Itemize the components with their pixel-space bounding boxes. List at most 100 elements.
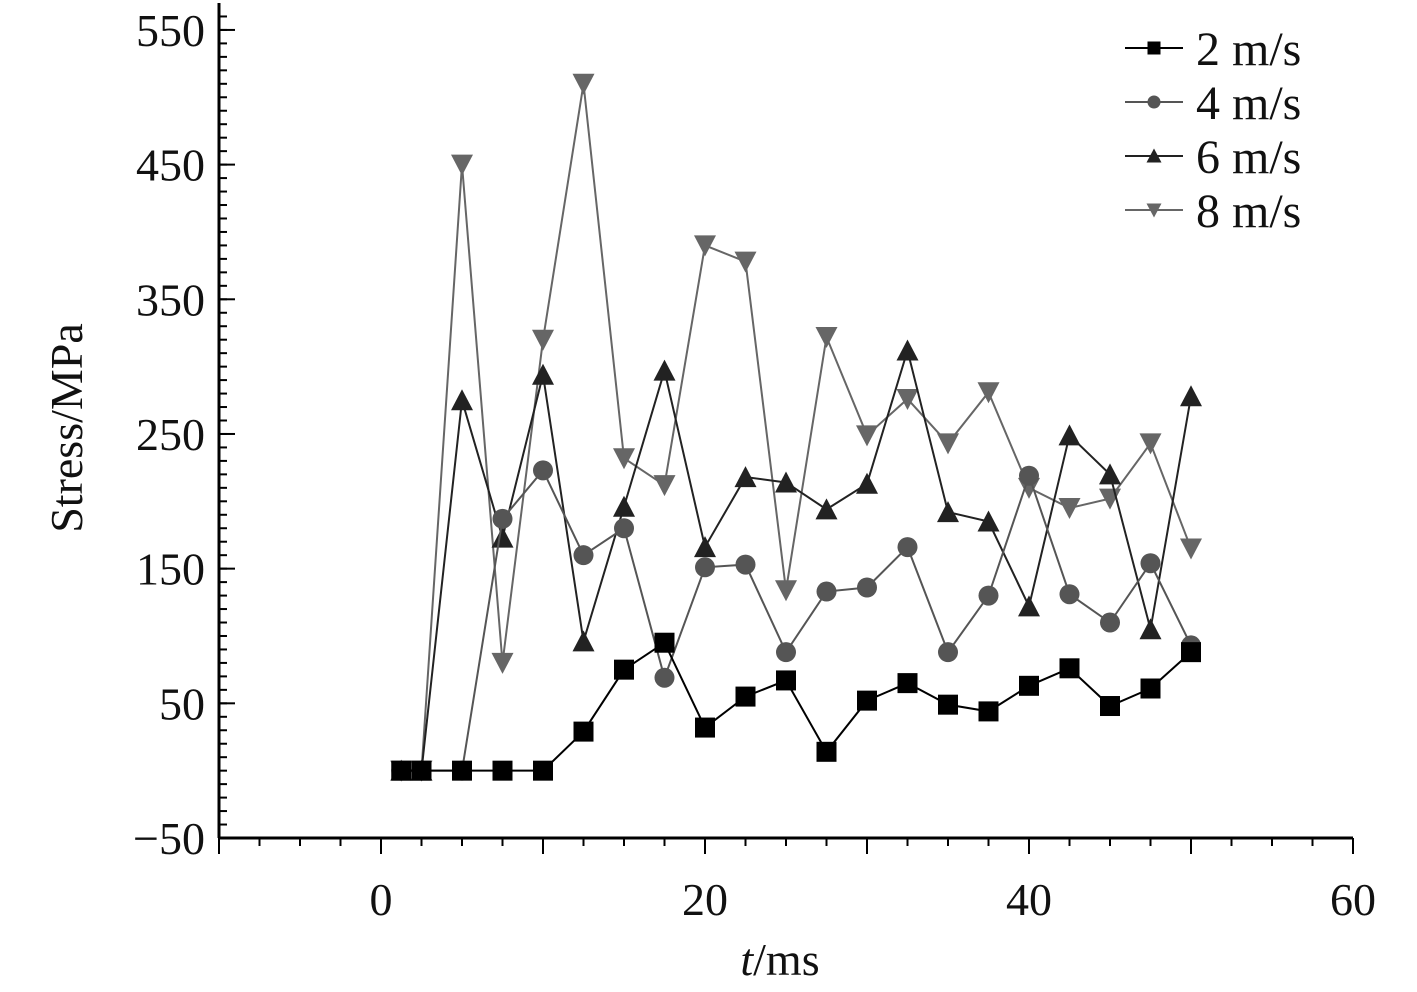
legend-label: 4 m/s	[1196, 77, 1301, 130]
data-point	[856, 425, 878, 447]
series-line	[401, 468, 1192, 772]
data-point	[613, 448, 635, 470]
x-axis-title-italic: t	[740, 934, 754, 985]
legend-item: 2 m/s	[1125, 23, 1301, 76]
y-tick-label: −50	[133, 813, 205, 864]
data-point	[735, 554, 756, 575]
data-point	[775, 471, 797, 493]
data-point	[694, 536, 716, 558]
data-point	[1059, 584, 1080, 605]
data-point	[857, 577, 877, 598]
y-tick-label: 350	[136, 274, 205, 325]
series-line	[401, 346, 1192, 772]
ticks-layer: −50 50 150 250 350 450 550 0 20 40 60	[133, 5, 1376, 925]
data-point	[897, 537, 918, 558]
data-point	[491, 652, 514, 674]
data-point	[1058, 424, 1081, 446]
data-point	[978, 701, 999, 722]
data-point	[1058, 498, 1081, 520]
data-point	[572, 630, 595, 652]
data-point	[654, 667, 675, 688]
data-point	[573, 545, 594, 566]
data-point	[451, 389, 473, 411]
data-point	[938, 642, 958, 663]
legend-marker	[1147, 95, 1161, 109]
data-point	[654, 632, 675, 653]
series-layer	[390, 73, 1202, 782]
data-point	[734, 466, 757, 488]
legend-label: 6 m/s	[1196, 131, 1301, 184]
data-point	[695, 557, 715, 578]
data-point	[614, 518, 634, 539]
series-4ms	[391, 460, 1201, 781]
data-point	[977, 382, 1000, 404]
data-point	[492, 508, 513, 529]
data-point	[977, 510, 1000, 532]
data-point	[937, 501, 959, 523]
data-point	[857, 690, 877, 711]
data-point	[1019, 675, 1039, 696]
data-point	[533, 460, 553, 481]
data-point	[411, 760, 432, 781]
data-point	[1018, 595, 1040, 617]
data-point	[1180, 385, 1202, 407]
x-tick-label: 20	[682, 874, 728, 925]
data-point	[816, 581, 837, 602]
data-point	[776, 642, 796, 663]
data-point	[816, 741, 837, 762]
legend: 2 m/s4 m/s6 m/s8 m/s	[1125, 23, 1301, 238]
data-point	[815, 498, 838, 520]
legend-label: 8 m/s	[1196, 185, 1301, 238]
series-8ms	[390, 73, 1202, 782]
data-point	[1140, 553, 1161, 574]
data-point	[1099, 463, 1121, 485]
data-point	[735, 686, 756, 707]
legend-item: 6 m/s	[1125, 131, 1301, 184]
legend-marker	[1146, 203, 1162, 218]
data-point	[856, 472, 878, 494]
data-point	[815, 327, 838, 348]
data-point	[1100, 696, 1120, 717]
x-tick-label: 0	[370, 874, 393, 925]
y-tick-label: 450	[136, 140, 205, 191]
y-tick-label: 250	[136, 409, 205, 460]
data-point	[938, 694, 958, 715]
data-point	[653, 359, 676, 381]
data-point	[694, 235, 716, 257]
data-point	[937, 433, 959, 455]
data-point	[896, 388, 919, 410]
data-point	[1059, 658, 1080, 679]
data-point	[532, 329, 554, 351]
y-tick-label: 150	[136, 544, 205, 595]
data-point	[1181, 642, 1201, 663]
data-point	[491, 526, 514, 548]
data-point	[1139, 433, 1162, 455]
data-point	[978, 585, 999, 606]
y-tick-label: 50	[159, 678, 205, 729]
data-point	[1139, 618, 1162, 640]
data-point	[896, 339, 919, 361]
data-point	[1180, 538, 1202, 560]
data-point	[613, 495, 635, 517]
legend-label: 2 m/s	[1196, 23, 1301, 76]
x-tick-label: 40	[1006, 874, 1052, 925]
data-point	[897, 673, 918, 694]
data-point	[1100, 612, 1120, 633]
legend-item: 4 m/s	[1125, 77, 1301, 130]
data-point	[1140, 678, 1161, 699]
data-point	[533, 760, 553, 781]
data-point	[532, 363, 554, 385]
data-point	[492, 760, 513, 781]
x-axis-title-unit: /ms	[753, 934, 819, 985]
legend-item: 8 m/s	[1125, 185, 1301, 238]
data-point	[451, 154, 473, 176]
legend-marker	[1146, 148, 1162, 163]
legend-marker	[1147, 41, 1161, 55]
y-tick-label: 550	[136, 5, 205, 56]
data-point	[1019, 465, 1039, 486]
data-point	[734, 251, 757, 273]
series-2ms	[391, 632, 1201, 781]
data-point	[653, 475, 676, 497]
data-point	[452, 760, 472, 781]
